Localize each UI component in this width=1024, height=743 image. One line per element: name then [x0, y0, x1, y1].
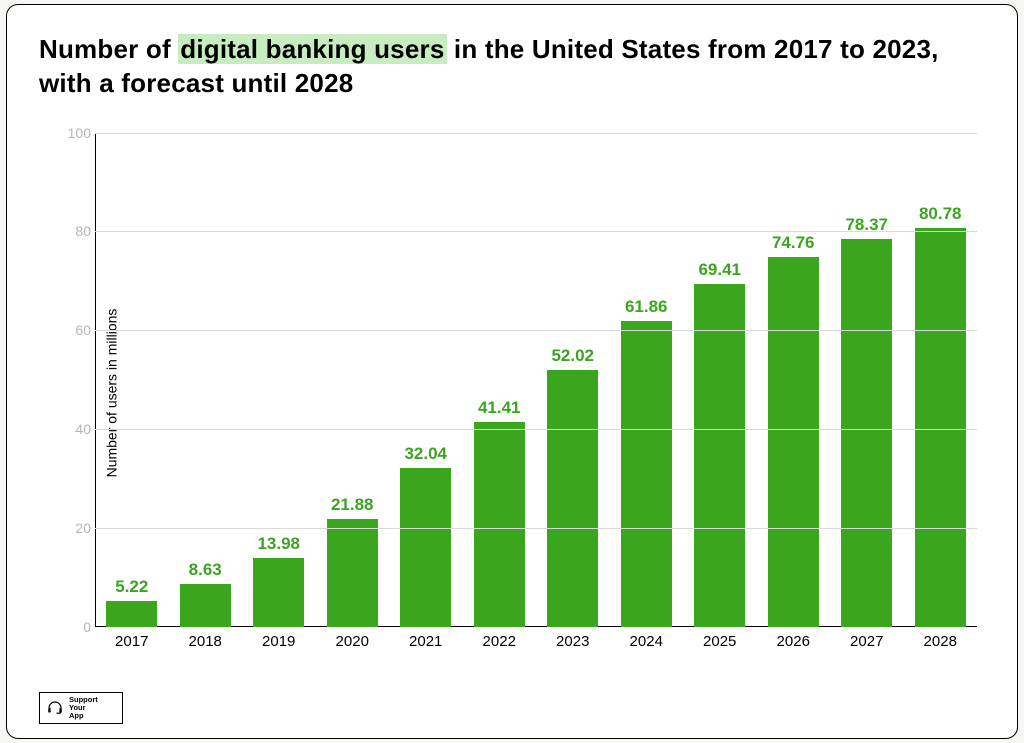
- bar: 69.41: [694, 284, 745, 627]
- chart-area: Number of users in millions 5.228.6313.9…: [39, 123, 985, 663]
- bar-value-label: 74.76: [768, 233, 819, 253]
- bar-value-label: 13.98: [253, 534, 304, 554]
- x-tick-label: 2024: [610, 633, 683, 650]
- logo-badge: Support Your App: [39, 692, 123, 724]
- bar-slot: 69.41: [683, 133, 756, 627]
- bar: 13.98: [253, 558, 304, 627]
- y-tick-label: 40: [61, 421, 91, 437]
- x-tick-label: 2026: [757, 633, 830, 650]
- bar: 78.37: [841, 239, 892, 626]
- bar-value-label: 41.41: [474, 398, 525, 418]
- bar-value-label: 21.88: [327, 495, 378, 515]
- bar-slot: 52.02: [536, 133, 609, 627]
- grid-line: [95, 528, 977, 529]
- bar-slot: 32.04: [389, 133, 462, 627]
- bar-slot: 21.88: [316, 133, 389, 627]
- bar-slot: 74.76: [757, 133, 830, 627]
- bar-value-label: 32.04: [400, 444, 451, 464]
- bar: 32.04: [400, 468, 451, 626]
- y-tick-label: 60: [61, 322, 91, 338]
- plot-region: 5.22 8.63 13.98 21.88 32.04 41.41 52.02 61.86 69…: [95, 133, 977, 627]
- x-tick-label: 2022: [463, 633, 536, 650]
- bar-slot: 78.37: [830, 133, 903, 627]
- title-highlight: digital banking users: [178, 34, 446, 64]
- x-tick-label: 2017: [95, 633, 168, 650]
- x-tick-label: 2025: [683, 633, 756, 650]
- logo-text: Support Your App: [69, 696, 98, 721]
- y-tick-label: 20: [61, 520, 91, 536]
- headset-icon: [46, 699, 64, 717]
- bar-slot: 41.41: [463, 133, 536, 627]
- bar-slot: 80.78: [904, 133, 977, 627]
- x-tick-label: 2020: [316, 633, 389, 650]
- bar: 41.41: [474, 422, 525, 627]
- x-tick-label: 2021: [389, 633, 462, 650]
- x-tick-label: 2028: [904, 633, 977, 650]
- grid-line: [95, 429, 977, 430]
- bar-value-label: 61.86: [621, 297, 672, 317]
- bar-value-label: 8.63: [180, 560, 231, 580]
- bars-container: 5.22 8.63 13.98 21.88 32.04 41.41 52.02 61.86 69…: [95, 133, 977, 627]
- bar: 21.88: [327, 519, 378, 627]
- x-tick-label: 2019: [242, 633, 315, 650]
- bar-value-label: 52.02: [547, 346, 598, 366]
- chart-title: Number of digital banking users in the U…: [39, 33, 985, 101]
- x-axis-labels: 2017201820192020202120222023202420252026…: [95, 633, 977, 655]
- bar: 61.86: [621, 321, 672, 627]
- bar-slot: 8.63: [168, 133, 241, 627]
- chart-card: Number of digital banking users in the U…: [6, 4, 1018, 739]
- bar-slot: 5.22: [95, 133, 168, 627]
- x-tick-label: 2018: [168, 633, 241, 650]
- bar-slot: 13.98: [242, 133, 315, 627]
- y-tick-label: 0: [61, 619, 91, 635]
- bar: 80.78: [915, 228, 966, 627]
- grid-line: [95, 133, 977, 134]
- x-tick-label: 2027: [830, 633, 903, 650]
- bar: 5.22: [106, 601, 157, 627]
- title-pre: Number of: [39, 34, 178, 64]
- y-tick-label: 80: [61, 223, 91, 239]
- y-tick-label: 100: [61, 125, 91, 141]
- bar-value-label: 5.22: [106, 577, 157, 597]
- bar-value-label: 80.78: [915, 204, 966, 224]
- grid-line: [95, 330, 977, 331]
- x-tick-label: 2023: [536, 633, 609, 650]
- bar-value-label: 69.41: [694, 260, 745, 280]
- bar: 8.63: [180, 584, 231, 627]
- bar-slot: 61.86: [610, 133, 683, 627]
- bar-value-label: 78.37: [841, 215, 892, 235]
- bar: 74.76: [768, 257, 819, 626]
- bar: 52.02: [547, 370, 598, 627]
- grid-line: [95, 231, 977, 232]
